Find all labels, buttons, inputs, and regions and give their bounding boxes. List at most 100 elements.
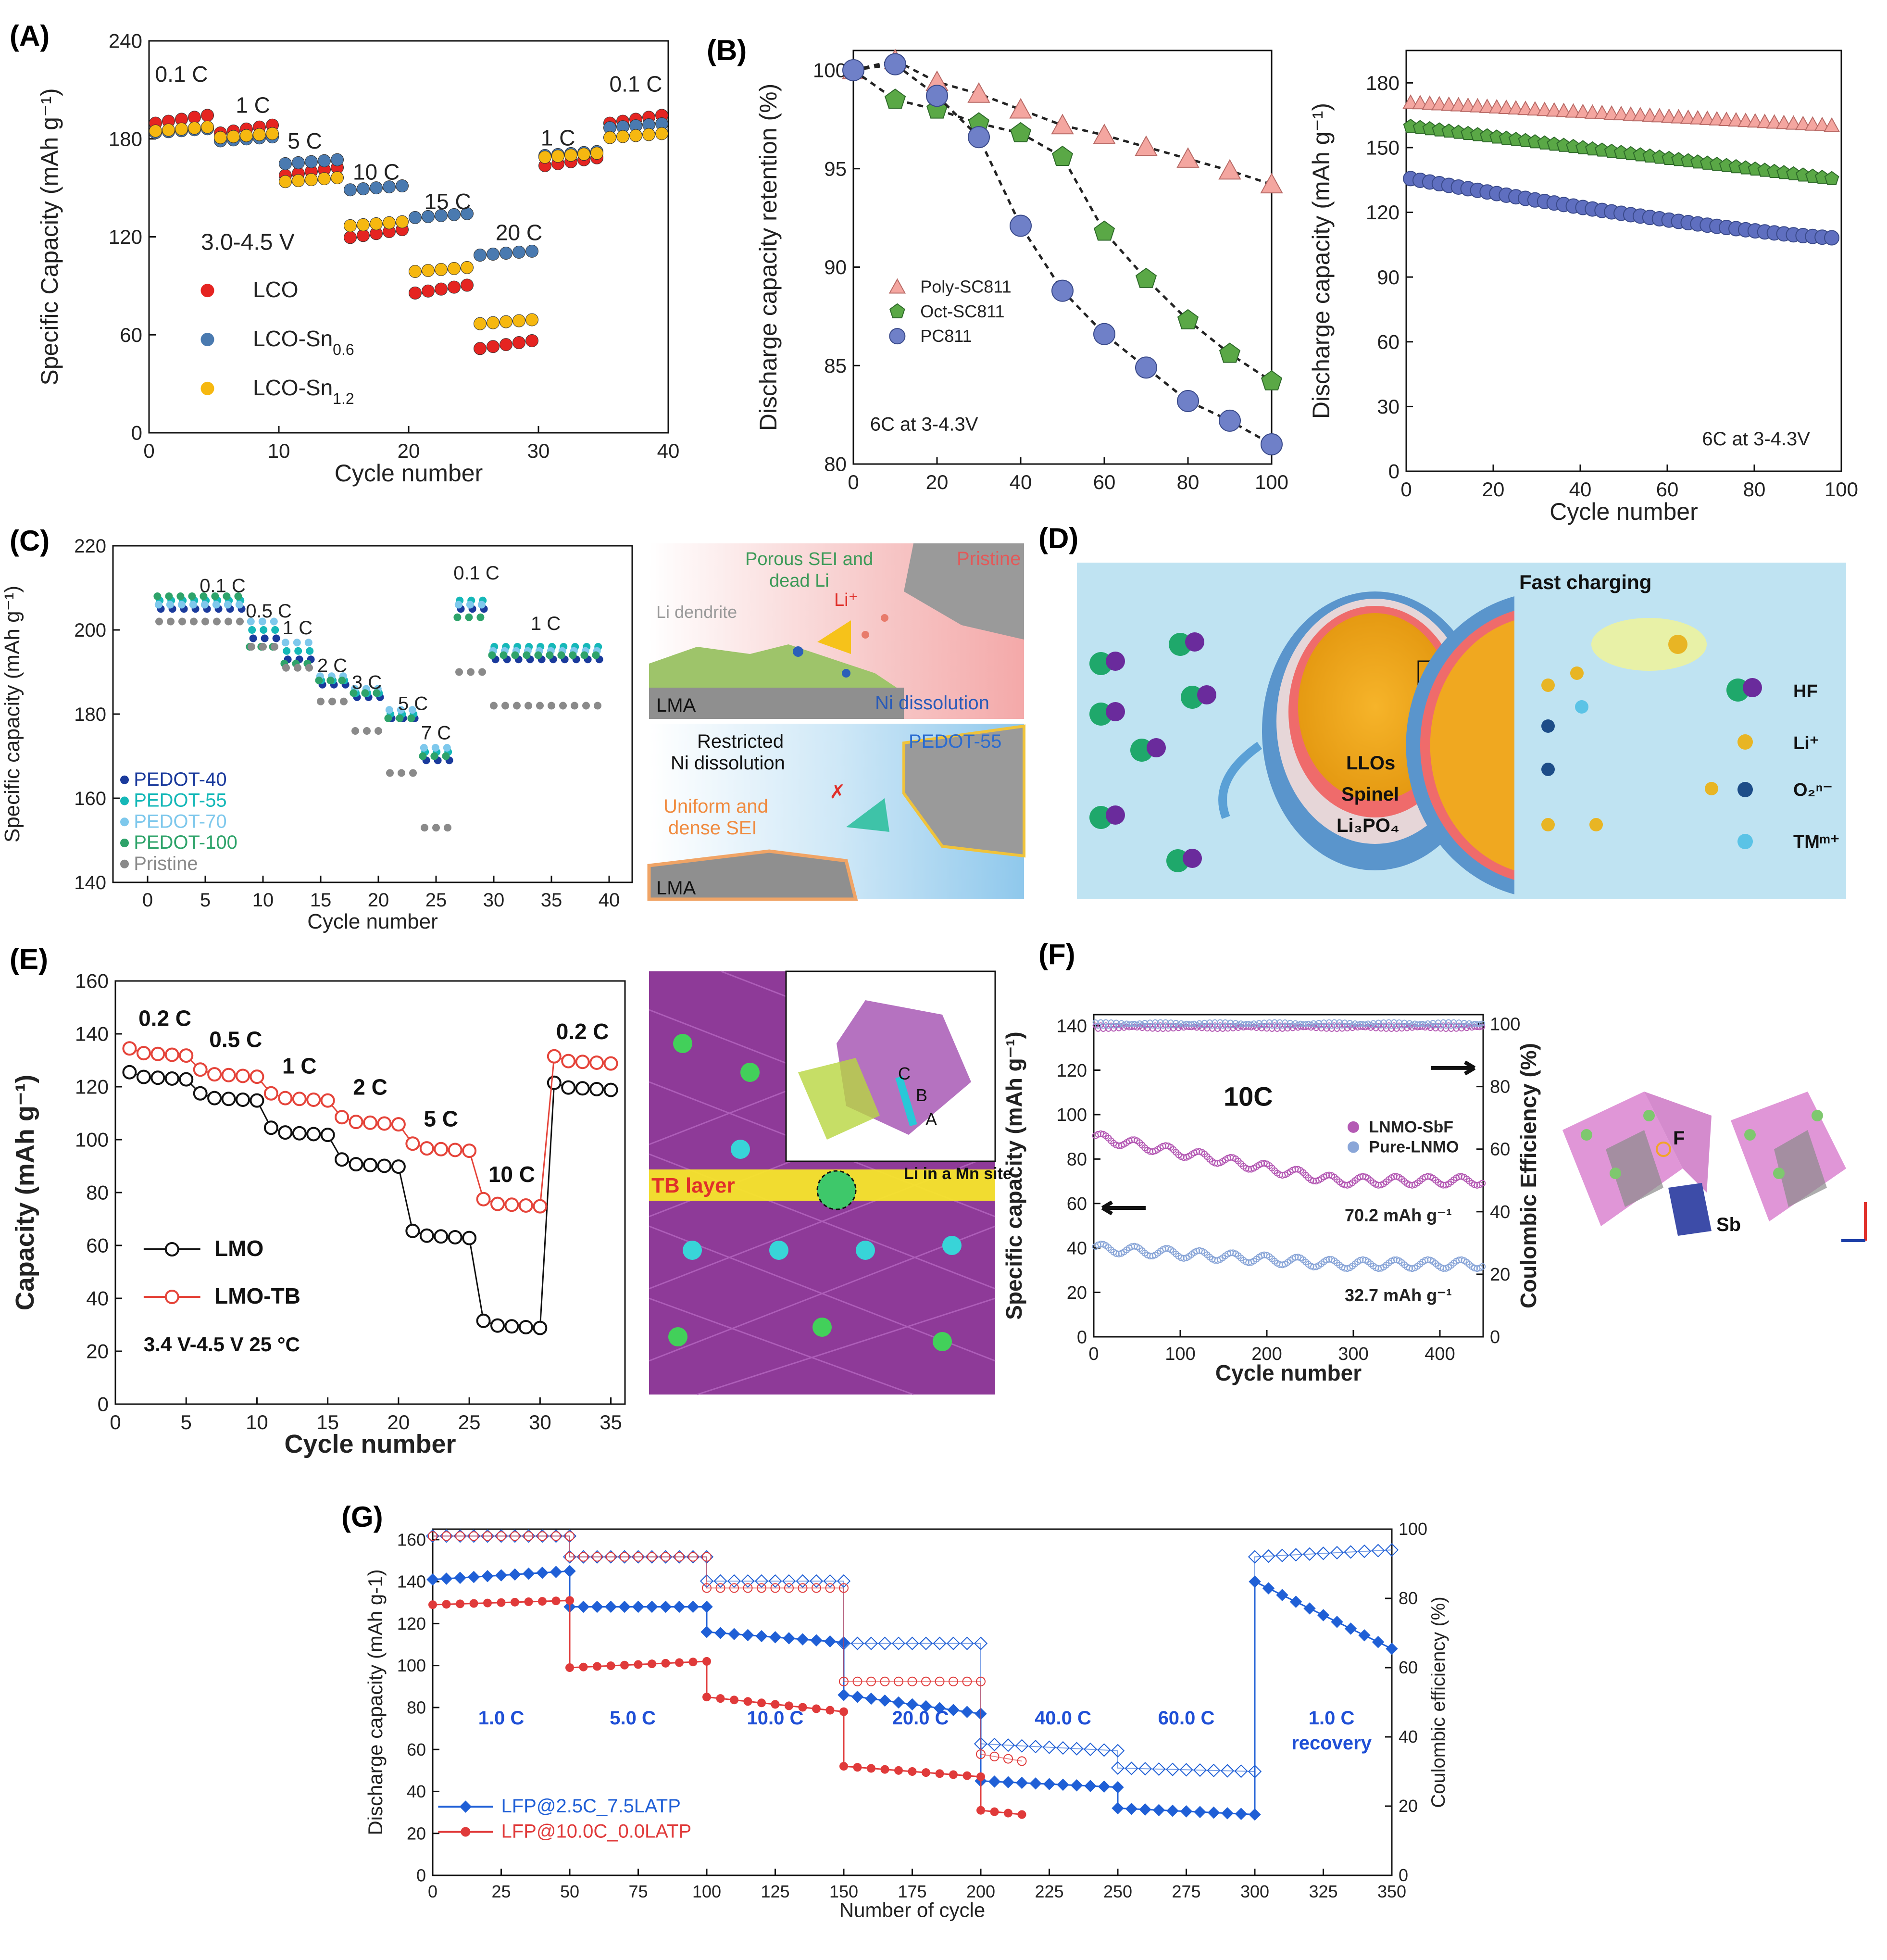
data-point bbox=[1757, 113, 1773, 128]
data-point bbox=[1093, 220, 1115, 241]
data-point bbox=[305, 173, 318, 187]
li-ion bbox=[1570, 666, 1584, 680]
data-point bbox=[525, 244, 538, 258]
legend-li-label: Li⁺ bbox=[1793, 733, 1819, 754]
data-point bbox=[1009, 98, 1032, 119]
x-tick-label: 100 bbox=[1825, 478, 1858, 501]
legend-label: LCO-Sn0.6 bbox=[253, 326, 354, 358]
data-point bbox=[278, 1091, 293, 1106]
data-point bbox=[398, 769, 405, 777]
data-point bbox=[728, 1628, 740, 1640]
data-point bbox=[1262, 1582, 1275, 1595]
rate-label: 10 C bbox=[488, 1162, 535, 1187]
x-tick-label: 10 bbox=[246, 1411, 268, 1433]
data-point bbox=[1508, 100, 1524, 115]
li-flux-arrow bbox=[817, 620, 851, 654]
end-value-label: 32.7 mAh g⁻¹ bbox=[1345, 1285, 1452, 1305]
x-tick-label: 60 bbox=[1656, 478, 1679, 501]
data-point bbox=[462, 1231, 477, 1245]
data-point bbox=[448, 280, 461, 294]
y-axis-label: Capacity (mAh g⁻¹) bbox=[11, 1075, 39, 1311]
data-point bbox=[253, 128, 266, 141]
data-point bbox=[350, 689, 358, 697]
x-tick-label: 275 bbox=[1172, 1882, 1200, 1901]
data-point bbox=[271, 626, 279, 634]
lma-top bbox=[649, 688, 904, 719]
li-dendrite-label: Li dendrite bbox=[656, 602, 737, 622]
x-tick-label: 60 bbox=[1093, 471, 1116, 493]
data-point bbox=[221, 1092, 236, 1106]
rate-label: 0.1 C bbox=[200, 575, 246, 596]
ce-point bbox=[1262, 1549, 1275, 1563]
y-tick-label: 160 bbox=[75, 970, 109, 993]
data-point bbox=[461, 278, 474, 292]
data-point bbox=[164, 1047, 179, 1062]
li-flux-arrow-bottom bbox=[846, 798, 889, 832]
data-point bbox=[655, 127, 668, 140]
y-tick-label: 220 bbox=[74, 536, 106, 557]
x-tick-label: 30 bbox=[483, 890, 505, 911]
data-point bbox=[318, 154, 331, 167]
inset-tetrahedron bbox=[798, 1058, 880, 1140]
data-point bbox=[1015, 1776, 1028, 1789]
data-point bbox=[629, 129, 642, 142]
data-point bbox=[884, 53, 906, 75]
y-tick-label: 60 bbox=[86, 1234, 109, 1257]
y2-tick-label: 100 bbox=[1490, 1015, 1520, 1035]
li-ion bbox=[1541, 678, 1555, 692]
ce-point bbox=[565, 1552, 575, 1562]
x-tick-label: 35 bbox=[600, 1411, 622, 1433]
data-point bbox=[150, 1070, 165, 1085]
rate-label: 0.1 C bbox=[453, 563, 500, 584]
ce-point bbox=[441, 1531, 451, 1541]
data-point bbox=[435, 209, 448, 222]
data-point bbox=[1152, 1804, 1165, 1817]
glow-trail bbox=[1591, 618, 1707, 671]
rate-label: 5 C bbox=[424, 1106, 458, 1131]
data-point bbox=[271, 643, 278, 651]
chart-e-rate-capability: 0 5 10 15 20 25 30 35 0 20 40 60 80 100 120 140 160 Cycle… bbox=[11, 970, 626, 1458]
ce-point bbox=[1179, 1763, 1193, 1777]
data-point bbox=[1775, 114, 1792, 129]
data-point bbox=[976, 1806, 985, 1815]
y-tick-label: 100 bbox=[75, 1129, 109, 1151]
data-point bbox=[422, 264, 435, 277]
data-point bbox=[279, 175, 292, 188]
x-tick-label: 20 bbox=[926, 471, 949, 493]
ce-point bbox=[702, 1583, 712, 1593]
ce-point bbox=[565, 1531, 575, 1541]
data-point bbox=[603, 1082, 618, 1097]
x-tick-label: 25 bbox=[458, 1411, 481, 1433]
y-tick-label: 30 bbox=[1377, 395, 1400, 418]
rate-label: 2 C bbox=[353, 1075, 387, 1100]
data-point bbox=[1093, 323, 1115, 345]
data-point bbox=[178, 617, 186, 626]
ce-point bbox=[620, 1552, 629, 1562]
li-atom bbox=[933, 1332, 952, 1351]
data-point bbox=[320, 1093, 335, 1108]
legend-label: LCO bbox=[253, 277, 299, 302]
ce-point bbox=[784, 1583, 794, 1593]
data-point bbox=[1565, 103, 1582, 118]
data-point bbox=[1488, 99, 1505, 113]
data-point bbox=[551, 150, 564, 163]
legend-label: LCO-Sn1.2 bbox=[253, 375, 354, 407]
data-point bbox=[443, 744, 451, 752]
data-point bbox=[212, 601, 220, 609]
ce-point bbox=[1015, 1739, 1029, 1753]
li-atom bbox=[673, 1034, 692, 1053]
data-point bbox=[1584, 104, 1601, 119]
data-point bbox=[488, 651, 496, 659]
data-point bbox=[511, 651, 519, 659]
data-point bbox=[154, 601, 162, 609]
data-point bbox=[702, 1657, 711, 1666]
data-point bbox=[224, 601, 232, 609]
legend-marker bbox=[164, 1242, 179, 1256]
y-tick-label: 120 bbox=[75, 1076, 109, 1098]
ce-point bbox=[1396, 1019, 1402, 1025]
data-point bbox=[344, 183, 357, 197]
data-point bbox=[1785, 115, 1802, 130]
data-point bbox=[591, 1600, 603, 1613]
data-point bbox=[1317, 1609, 1330, 1621]
data-point bbox=[335, 1152, 350, 1167]
